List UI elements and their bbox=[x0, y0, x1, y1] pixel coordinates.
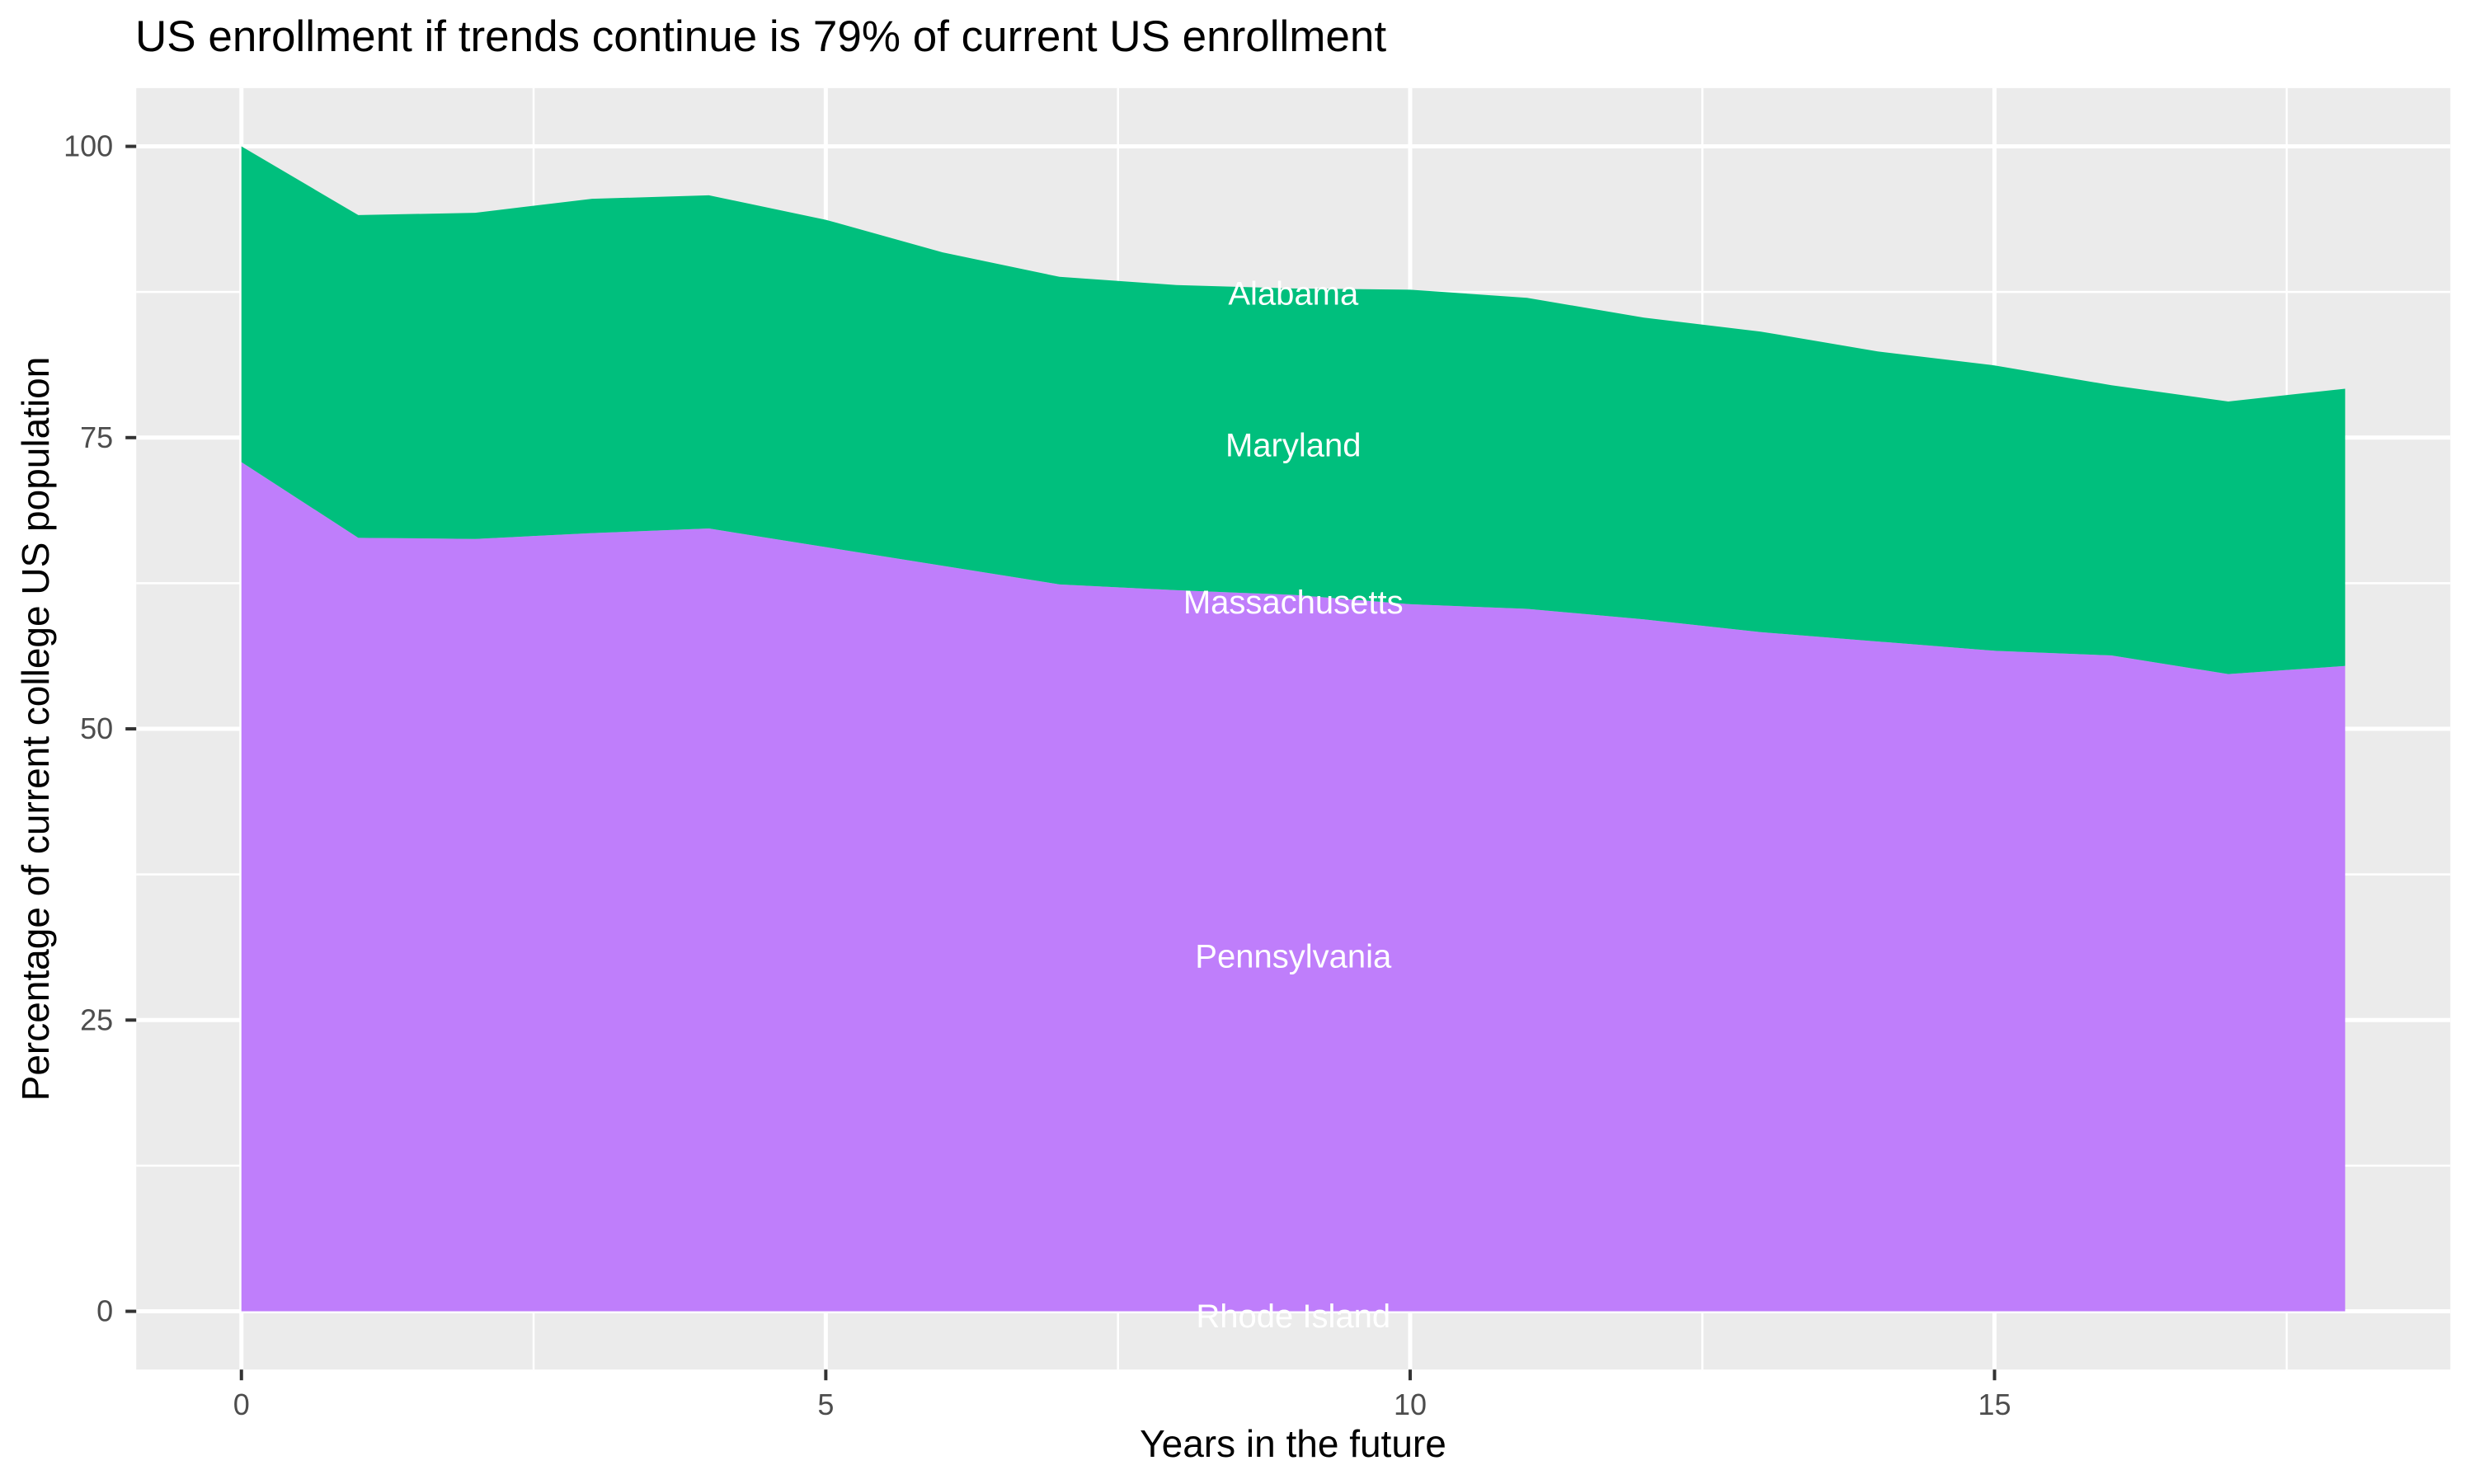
state-label-massachusetts: Massachusetts bbox=[1183, 585, 1404, 621]
state-label-maryland: Maryland bbox=[1225, 427, 1362, 463]
y-tick-label-0: 0 bbox=[96, 1294, 113, 1328]
x-tick-label-0: 0 bbox=[233, 1388, 250, 1421]
state-label-pennsylvania: Pennsylvania bbox=[1195, 939, 1392, 975]
state-label-alabama: Alabama bbox=[1228, 276, 1359, 312]
x-tick-label-15: 15 bbox=[1978, 1388, 2011, 1421]
y-tick-label-75: 75 bbox=[80, 420, 113, 454]
x-tick-label-5: 5 bbox=[817, 1388, 834, 1421]
state-label-rhode-island: Rhode Island bbox=[1196, 1298, 1390, 1335]
area-lower-band bbox=[241, 462, 2345, 1312]
area-upper-band bbox=[241, 146, 2345, 674]
plot-title: US enrollment if trends continue is 79% … bbox=[135, 12, 1387, 61]
y-tick-label-25: 25 bbox=[80, 1003, 113, 1036]
y-axis-title: Percentage of current college US populat… bbox=[14, 356, 57, 1101]
y-tick-label-50: 50 bbox=[80, 711, 113, 745]
y-tick-label-100: 100 bbox=[63, 129, 113, 163]
x-axis-title: Years in the future bbox=[1140, 1422, 1446, 1465]
x-tick-label-10: 10 bbox=[1394, 1388, 1427, 1421]
